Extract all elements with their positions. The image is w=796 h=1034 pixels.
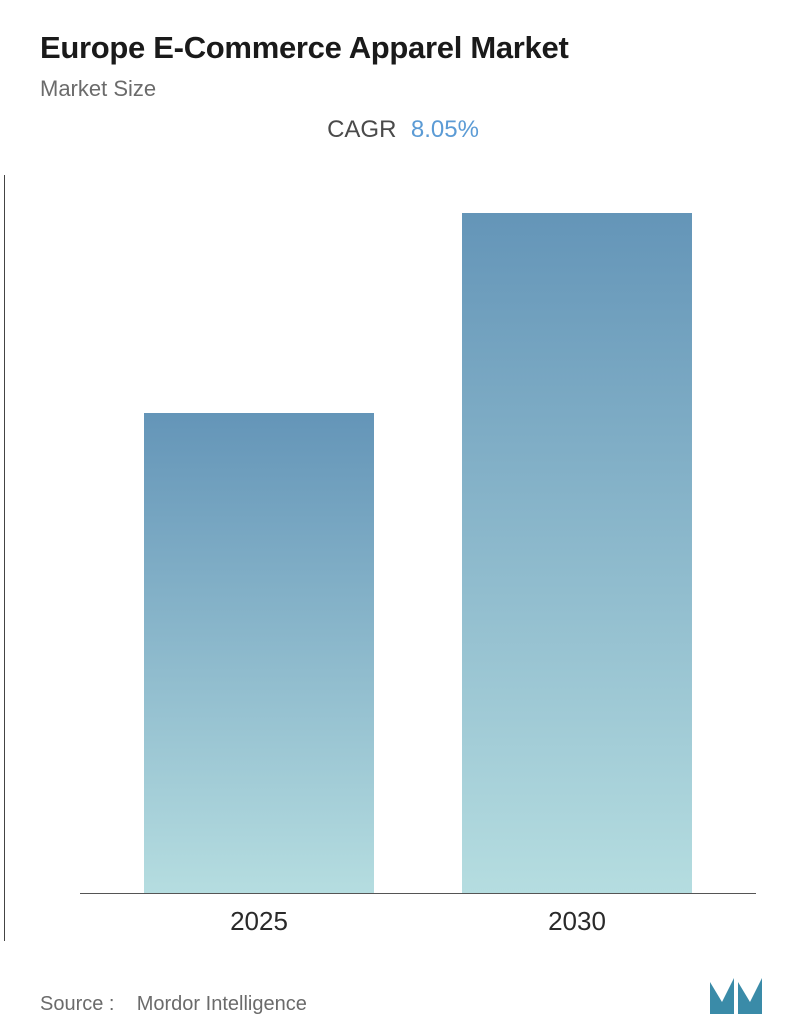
source-name: Mordor Intelligence xyxy=(137,993,307,1015)
x-label-2025: 2025 xyxy=(144,906,374,937)
cagr-value: 8.05% xyxy=(411,116,479,143)
logo-icon xyxy=(708,974,766,1016)
source-text: Source : Mordor Intelligence xyxy=(40,993,307,1016)
chart-subtitle: Market Size xyxy=(40,76,766,102)
chart-title: Europe E-Commerce Apparel Market xyxy=(40,30,766,66)
bars-container xyxy=(80,174,756,893)
cagr-row: CAGR 8.05% xyxy=(40,116,766,144)
bar-2030 xyxy=(462,213,692,893)
footer: Source : Mordor Intelligence xyxy=(40,974,766,1016)
left-guide-line xyxy=(4,175,5,941)
bar-2025 xyxy=(144,413,374,893)
x-label-2030: 2030 xyxy=(462,906,692,937)
chart-area xyxy=(80,174,756,894)
x-labels: 2025 2030 xyxy=(80,906,756,937)
source-label: Source : xyxy=(40,993,114,1015)
cagr-label: CAGR xyxy=(327,116,396,143)
